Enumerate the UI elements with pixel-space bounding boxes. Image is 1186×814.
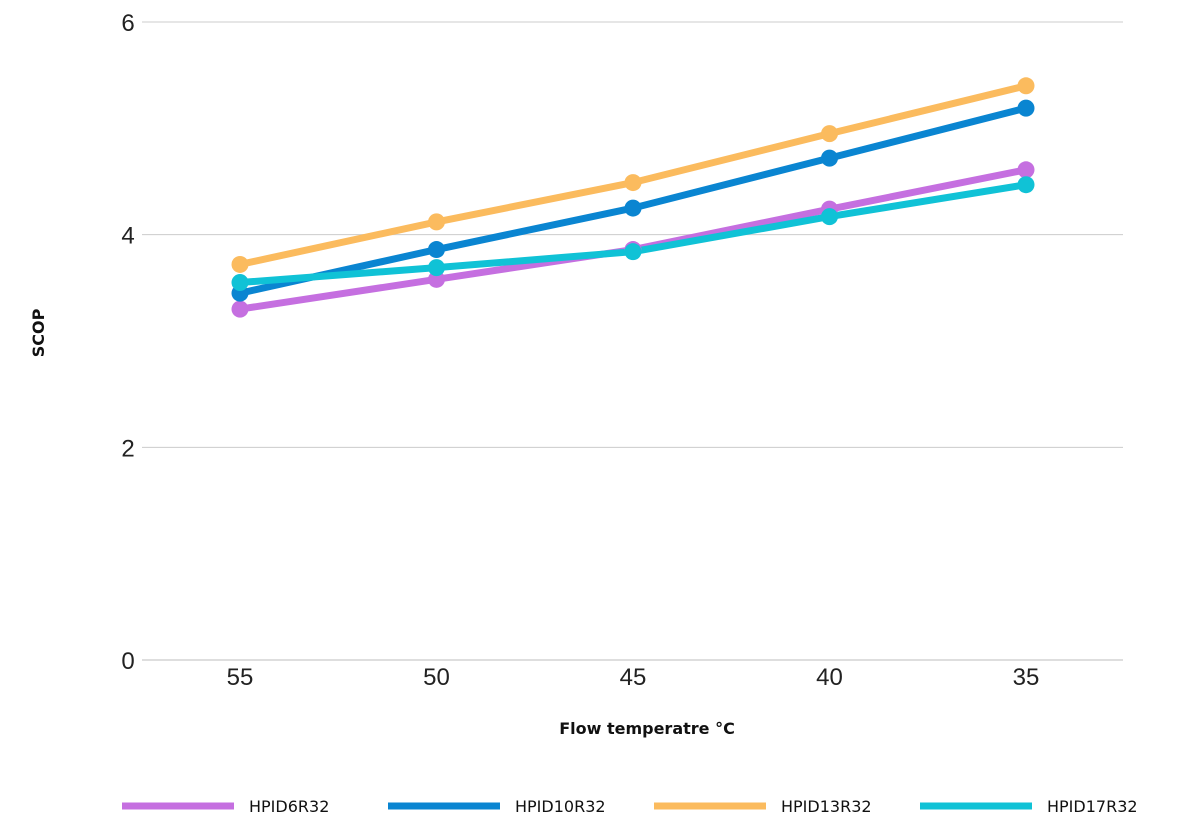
data-point-hpid6r32	[1017, 161, 1035, 179]
data-point-hpid10r32	[1017, 99, 1035, 117]
y-tick-label: 2	[121, 435, 134, 462]
gridlines	[142, 21, 1123, 661]
data-point-hpid13r32	[428, 213, 445, 231]
legend-item-hpid6r32: HPID6R32	[122, 797, 329, 814]
legend-item-hpid17r32: HPID17R32	[920, 797, 1138, 814]
data-point-hpid13r32	[821, 125, 838, 143]
data-point-hpid17r32	[624, 243, 642, 261]
legend-label: HPID10R32	[515, 797, 606, 814]
legend-label: HPID17R32	[1047, 797, 1138, 814]
x-tick-label: 50	[423, 664, 450, 691]
data-point-hpid17r32	[1017, 176, 1035, 194]
data-point-hpid13r32	[1017, 77, 1035, 95]
x-tick-label: 55	[227, 664, 254, 691]
y-tick-label: 4	[121, 223, 134, 250]
data-point-hpid10r32	[428, 241, 445, 259]
y-axis-title: SCOP	[29, 308, 48, 357]
data-point-hpid17r32	[428, 259, 445, 277]
data-point-hpid17r32	[231, 274, 249, 292]
x-tick-label: 45	[620, 664, 647, 691]
x-tick-label: 35	[1013, 664, 1040, 691]
data-point-hpid6r32	[428, 270, 445, 288]
data-point-hpid10r32	[624, 199, 642, 217]
y-tick-label: 6	[121, 10, 134, 37]
legend-item-hpid10r32: HPID10R32	[388, 797, 606, 814]
data-point-hpid10r32	[821, 149, 838, 167]
data-point-hpid13r32	[624, 174, 642, 192]
series-group	[231, 77, 1035, 318]
legend-item-hpid13r32: HPID13R32	[654, 797, 872, 814]
data-point-hpid13r32	[231, 255, 249, 273]
data-point-hpid6r32	[231, 300, 249, 318]
y-axis-ticks: 0 2 4 6	[121, 10, 134, 675]
x-axis-title: Flow temperatre °C	[559, 719, 735, 738]
data-point-hpid17r32	[821, 208, 838, 226]
legend-label: HPID13R32	[781, 797, 872, 814]
y-tick-label: 0	[121, 648, 134, 675]
legend-label: HPID6R32	[249, 797, 329, 814]
legend: HPID6R32 HPID10R32 HPID13R32 HPID17R32	[122, 797, 1138, 814]
x-tick-label: 40	[816, 664, 843, 691]
x-axis-ticks: 55 50 45 40 35	[227, 664, 1040, 691]
